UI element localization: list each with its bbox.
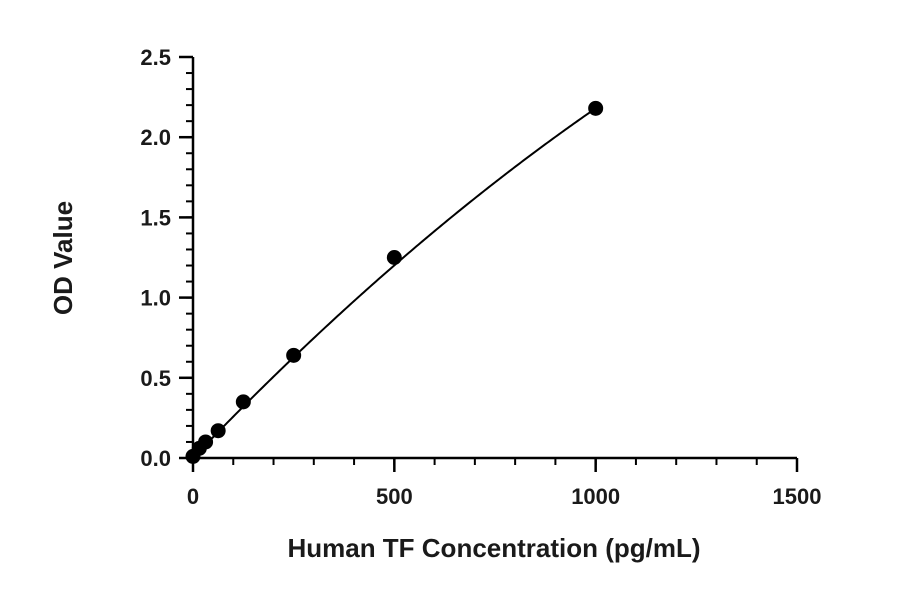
x-tick-label: 1500 [773,484,822,509]
x-tick-label: 1000 [571,484,620,509]
data-point [386,250,402,265]
y-tick-label: 1.0 [140,286,171,311]
y-tick-label: 0.5 [140,366,171,391]
fit-curve-layer [192,107,597,459]
y-tick-label: 1.5 [140,205,171,230]
y-tick-label: 2.5 [140,45,171,70]
fit-curve-line [192,107,597,459]
x-tick-label: 0 [187,484,199,509]
axes: 0.0 0.5 1.0 1.5 2.0 2.5 0 500 1000 1500 [140,45,821,509]
data-point [286,347,302,363]
data-point [235,394,251,410]
data-points [185,100,604,464]
y-axis-title: OD Value [48,201,78,315]
data-point [210,423,226,439]
data-point [198,434,214,450]
y-tick-label: 2.0 [140,125,171,150]
x-tick-label: 500 [376,484,413,509]
x-axis-title: Human TF Concentration (pg/mL) [287,533,700,563]
y-tick-label: 0.0 [140,446,171,471]
data-point [588,100,604,116]
